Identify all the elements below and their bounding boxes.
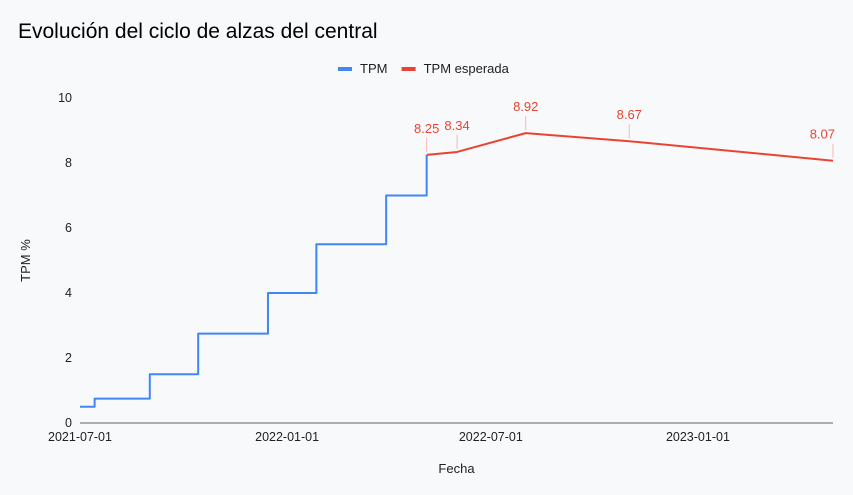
data-labels: 8.25 8.34 8.92 8.67 8.07	[414, 99, 835, 158]
legend-swatch	[338, 67, 352, 71]
series-layer	[80, 132, 834, 408]
data-label: 8.34	[444, 118, 469, 133]
y-tick-label: 2	[65, 351, 72, 365]
data-label: 8.67	[617, 107, 642, 122]
legend-entry: TPM esperada	[424, 61, 510, 76]
x-tick-label: 2022-07-01	[459, 430, 523, 444]
y-tick-label: 0	[65, 416, 72, 430]
y-axis-label: TPM %	[18, 239, 33, 282]
series-line-tpm	[80, 154, 428, 408]
chart-title: Evolución del ciclo de alzas del central	[18, 20, 378, 43]
y-tick-label: 6	[65, 221, 72, 235]
y-tick-label: 8	[65, 156, 72, 170]
x-tick-label: 2021-07-01	[48, 430, 112, 444]
legend-swatch	[401, 67, 416, 71]
y-axis: 0 2 4 6 8 10	[58, 91, 72, 430]
data-label: 8.07	[810, 127, 835, 142]
x-tick-label: 2023-01-01	[666, 430, 730, 444]
data-label: 8.92	[513, 99, 538, 114]
y-tick-label: 4	[65, 286, 72, 300]
x-axis-label: Fecha	[438, 461, 475, 476]
legend: TPM TPM esperada	[338, 61, 510, 76]
legend-entry: TPM	[360, 61, 387, 76]
series-line-tpm-esperada	[426, 132, 834, 162]
data-label: 8.25	[414, 121, 439, 136]
x-axis: 2021-07-01 2022-01-01 2022-07-01 2023-01-01	[48, 430, 730, 444]
y-tick-label: 10	[58, 91, 72, 105]
x-tick-label: 2022-01-01	[255, 430, 319, 444]
